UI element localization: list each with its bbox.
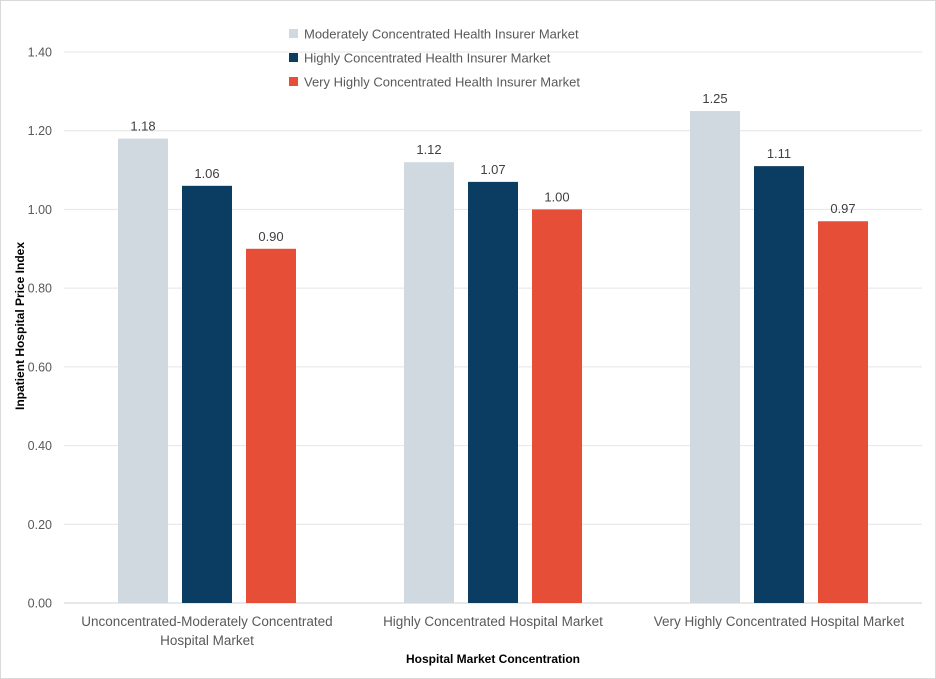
legend-label: Very Highly Concentrated Health Insurer … (304, 75, 580, 90)
y-tick-label: 1.40 (28, 46, 52, 60)
y-axis-title: Inpatient Hospital Price Index (13, 242, 27, 410)
x-tick-label: Very Highly Concentrated Hospital Market (654, 614, 905, 629)
legend-label: Highly Concentrated Health Insurer Marke… (304, 51, 551, 66)
bar (468, 181, 518, 603)
y-tick-label: 1.00 (28, 203, 52, 217)
bars (118, 111, 868, 604)
y-tick-label: 0.40 (28, 439, 52, 453)
legend-label: Moderately Concentrated Health Insurer M… (304, 27, 579, 42)
data-label: 1.25 (702, 91, 727, 106)
bar (818, 221, 868, 603)
x-axis-title: Hospital Market Concentration (406, 652, 580, 666)
data-label: 1.11 (767, 146, 791, 161)
bar (182, 185, 232, 604)
legend-swatch (289, 77, 298, 86)
y-tick-label: 0.20 (28, 518, 52, 532)
data-label: 0.90 (258, 229, 283, 244)
legend-swatch (289, 53, 298, 62)
x-tick-label: Highly Concentrated Hospital Market (383, 614, 603, 629)
x-tick-label: Hospital Market (160, 633, 254, 648)
legend: Moderately Concentrated Health Insurer M… (289, 27, 580, 90)
y-tick-label: 0.60 (28, 360, 52, 374)
x-tick-label: Unconcentrated-Moderately Concentrated (81, 614, 332, 629)
data-label: 1.07 (480, 162, 505, 177)
legend-swatch (289, 29, 298, 38)
data-label: 1.18 (130, 119, 155, 134)
bar (690, 111, 740, 604)
y-tick-label: 0.00 (28, 597, 52, 611)
data-label: 0.97 (830, 201, 855, 216)
data-label: 1.00 (544, 189, 569, 204)
bar (532, 209, 582, 603)
bar (754, 166, 804, 603)
data-label: 1.12 (416, 142, 441, 157)
bar (404, 162, 454, 603)
bar (246, 248, 296, 604)
y-tick-label: 0.80 (28, 282, 52, 296)
data-label: 1.06 (194, 166, 219, 181)
x-tick-labels: Unconcentrated-Moderately Concentrated Ho… (81, 614, 904, 648)
bar (118, 138, 168, 604)
data-labels: 1.18 1.06 0.90 1.12 1.07 1.00 1.25 1.11 0.97 (130, 91, 855, 244)
y-tick-labels: 0.00 0.20 0.40 0.60 0.80 1.00 1.20 1.40 (28, 46, 52, 611)
y-tick-label: 1.20 (28, 124, 52, 138)
